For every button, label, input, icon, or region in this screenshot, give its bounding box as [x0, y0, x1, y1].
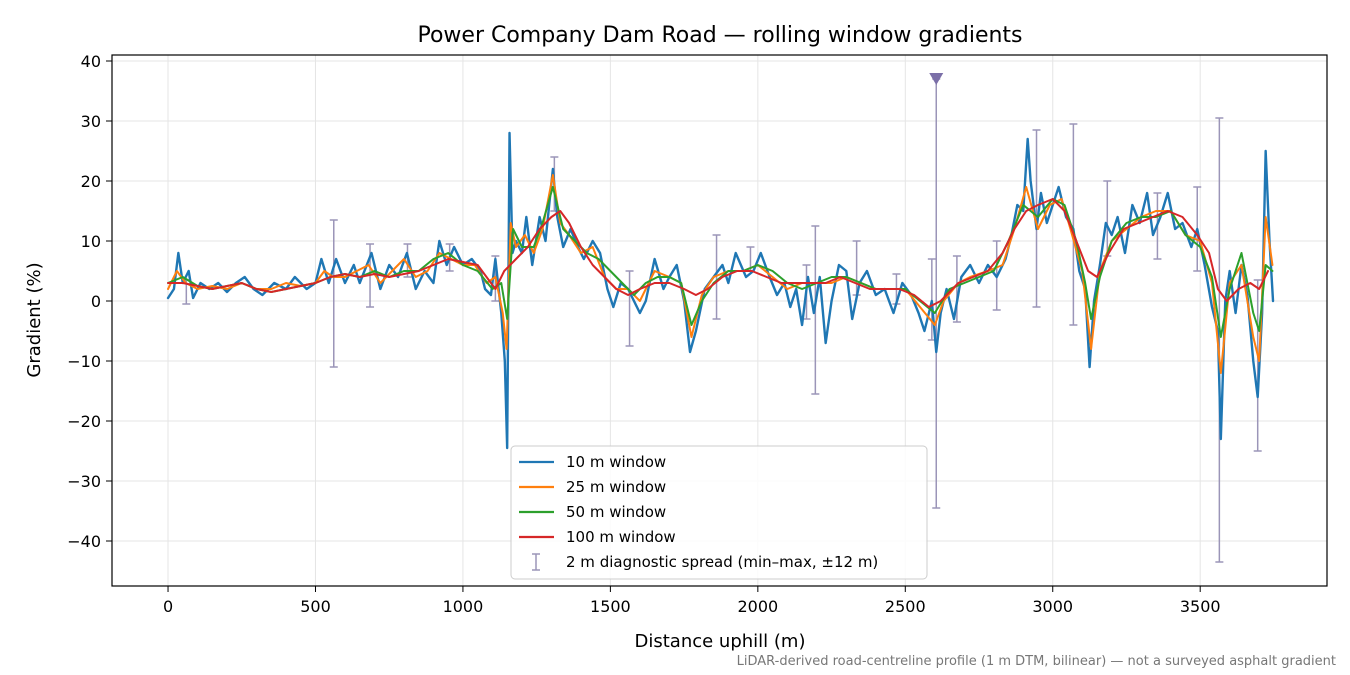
diagnostic-spread-bar: [1215, 117, 1224, 563]
diagnostic-spread-bar: [1069, 123, 1078, 326]
y-axis-ticks: −40 −30 −20 −10 0 10 20 30 40: [67, 52, 112, 551]
x-tick-label: 1000: [443, 597, 484, 616]
diagnostic-spread-bar: [952, 255, 961, 323]
y-tick-label: 0: [91, 292, 101, 311]
x-tick-label: 500: [300, 597, 331, 616]
footnote: LiDAR-derived road-centreline profile (1…: [737, 654, 1336, 669]
diagnostic-spread-bar: [712, 234, 721, 320]
x-tick-label: 3500: [1180, 597, 1221, 616]
x-tick-label: 2000: [737, 597, 778, 616]
legend-label: 25 m window: [566, 478, 666, 496]
x-axis-label: Distance uphill (m): [635, 631, 806, 652]
diagnostic-spread-bar: [329, 219, 338, 368]
y-tick-label: −40: [67, 532, 101, 551]
series-lines: [166, 131, 1275, 450]
legend-box: [510, 445, 928, 580]
chart-title: Power Company Dam Road — rolling window …: [417, 23, 1022, 48]
x-tick-label: 1500: [590, 597, 631, 616]
y-tick-label: −10: [67, 352, 101, 371]
x-axis-ticks: 0 500 1000 1500 2000 2500 3000 3500: [163, 586, 1221, 616]
legend: 10 m window 25 m window 50 m window 100 m w…: [510, 445, 928, 580]
diagnostic-spread-bar: [1032, 129, 1041, 308]
series-line-2: [167, 174, 1274, 374]
x-tick-label: 2500: [885, 597, 926, 616]
plot-frame: [111, 54, 1328, 587]
plot-area: [166, 73, 1275, 563]
y-tick-label: 40: [81, 52, 101, 71]
x-tick-label: 0: [163, 597, 173, 616]
peak-marker: [929, 73, 944, 85]
legend-label: 10 m window: [566, 453, 666, 471]
y-tick-label: −20: [67, 412, 101, 431]
y-tick-label: −30: [67, 472, 101, 491]
legend-label: 50 m window: [566, 503, 666, 521]
legend-swatch: [532, 553, 540, 571]
y-tick-label: 20: [81, 172, 101, 191]
legend-label: 100 m window: [566, 528, 676, 546]
y-axis-label: Gradient (%): [24, 262, 45, 377]
diagnostic-spread-bar: [625, 270, 634, 347]
x-tick-label: 3000: [1032, 597, 1073, 616]
series-line-4: [167, 198, 1270, 308]
legend-items: 10 m window 25 m window 50 m window 100 m w…: [519, 453, 878, 571]
diagnostic-spread-bar: [1253, 279, 1262, 452]
legend-label: 2 m diagnostic spread (min–max, ±12 m): [566, 553, 878, 571]
y-tick-label: 30: [81, 112, 101, 131]
y-tick-label: 10: [81, 232, 101, 251]
marker-layer: [929, 73, 944, 85]
